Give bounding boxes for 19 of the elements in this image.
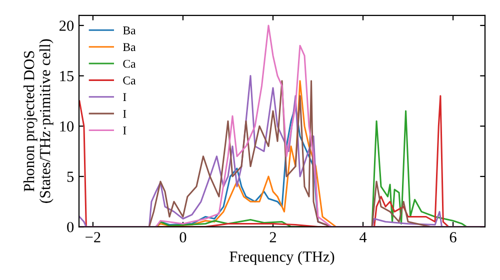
x-tick-label: 0 [180, 232, 186, 242]
x-axis-title: Frequency (THz) [230, 251, 334, 265]
x-tick-label: 6 [450, 232, 456, 242]
x-tick-label: 2 [270, 232, 276, 242]
legend-label: Ca [123, 76, 136, 84]
y-axis-title: Phonon projected DOS (States/THz·primitive cell) [23, 39, 54, 203]
legend-label: Ba [123, 43, 136, 52]
y-tick-label: 0 [67, 222, 74, 232]
y-tick-label: 5 [67, 172, 74, 182]
y-tick-label: 10 [60, 121, 74, 132]
legend-label: I [123, 93, 126, 102]
legend-label: I [123, 126, 126, 134]
y-tick-label: 20 [60, 20, 74, 31]
legend-label: Ba [123, 26, 136, 34]
x-tick-label: −2 [86, 232, 100, 242]
legend-label: Ca [123, 60, 136, 68]
legend-label: I [123, 110, 126, 118]
x-tick-label: 4 [360, 232, 367, 242]
y-tick-label: 15 [60, 71, 74, 82]
